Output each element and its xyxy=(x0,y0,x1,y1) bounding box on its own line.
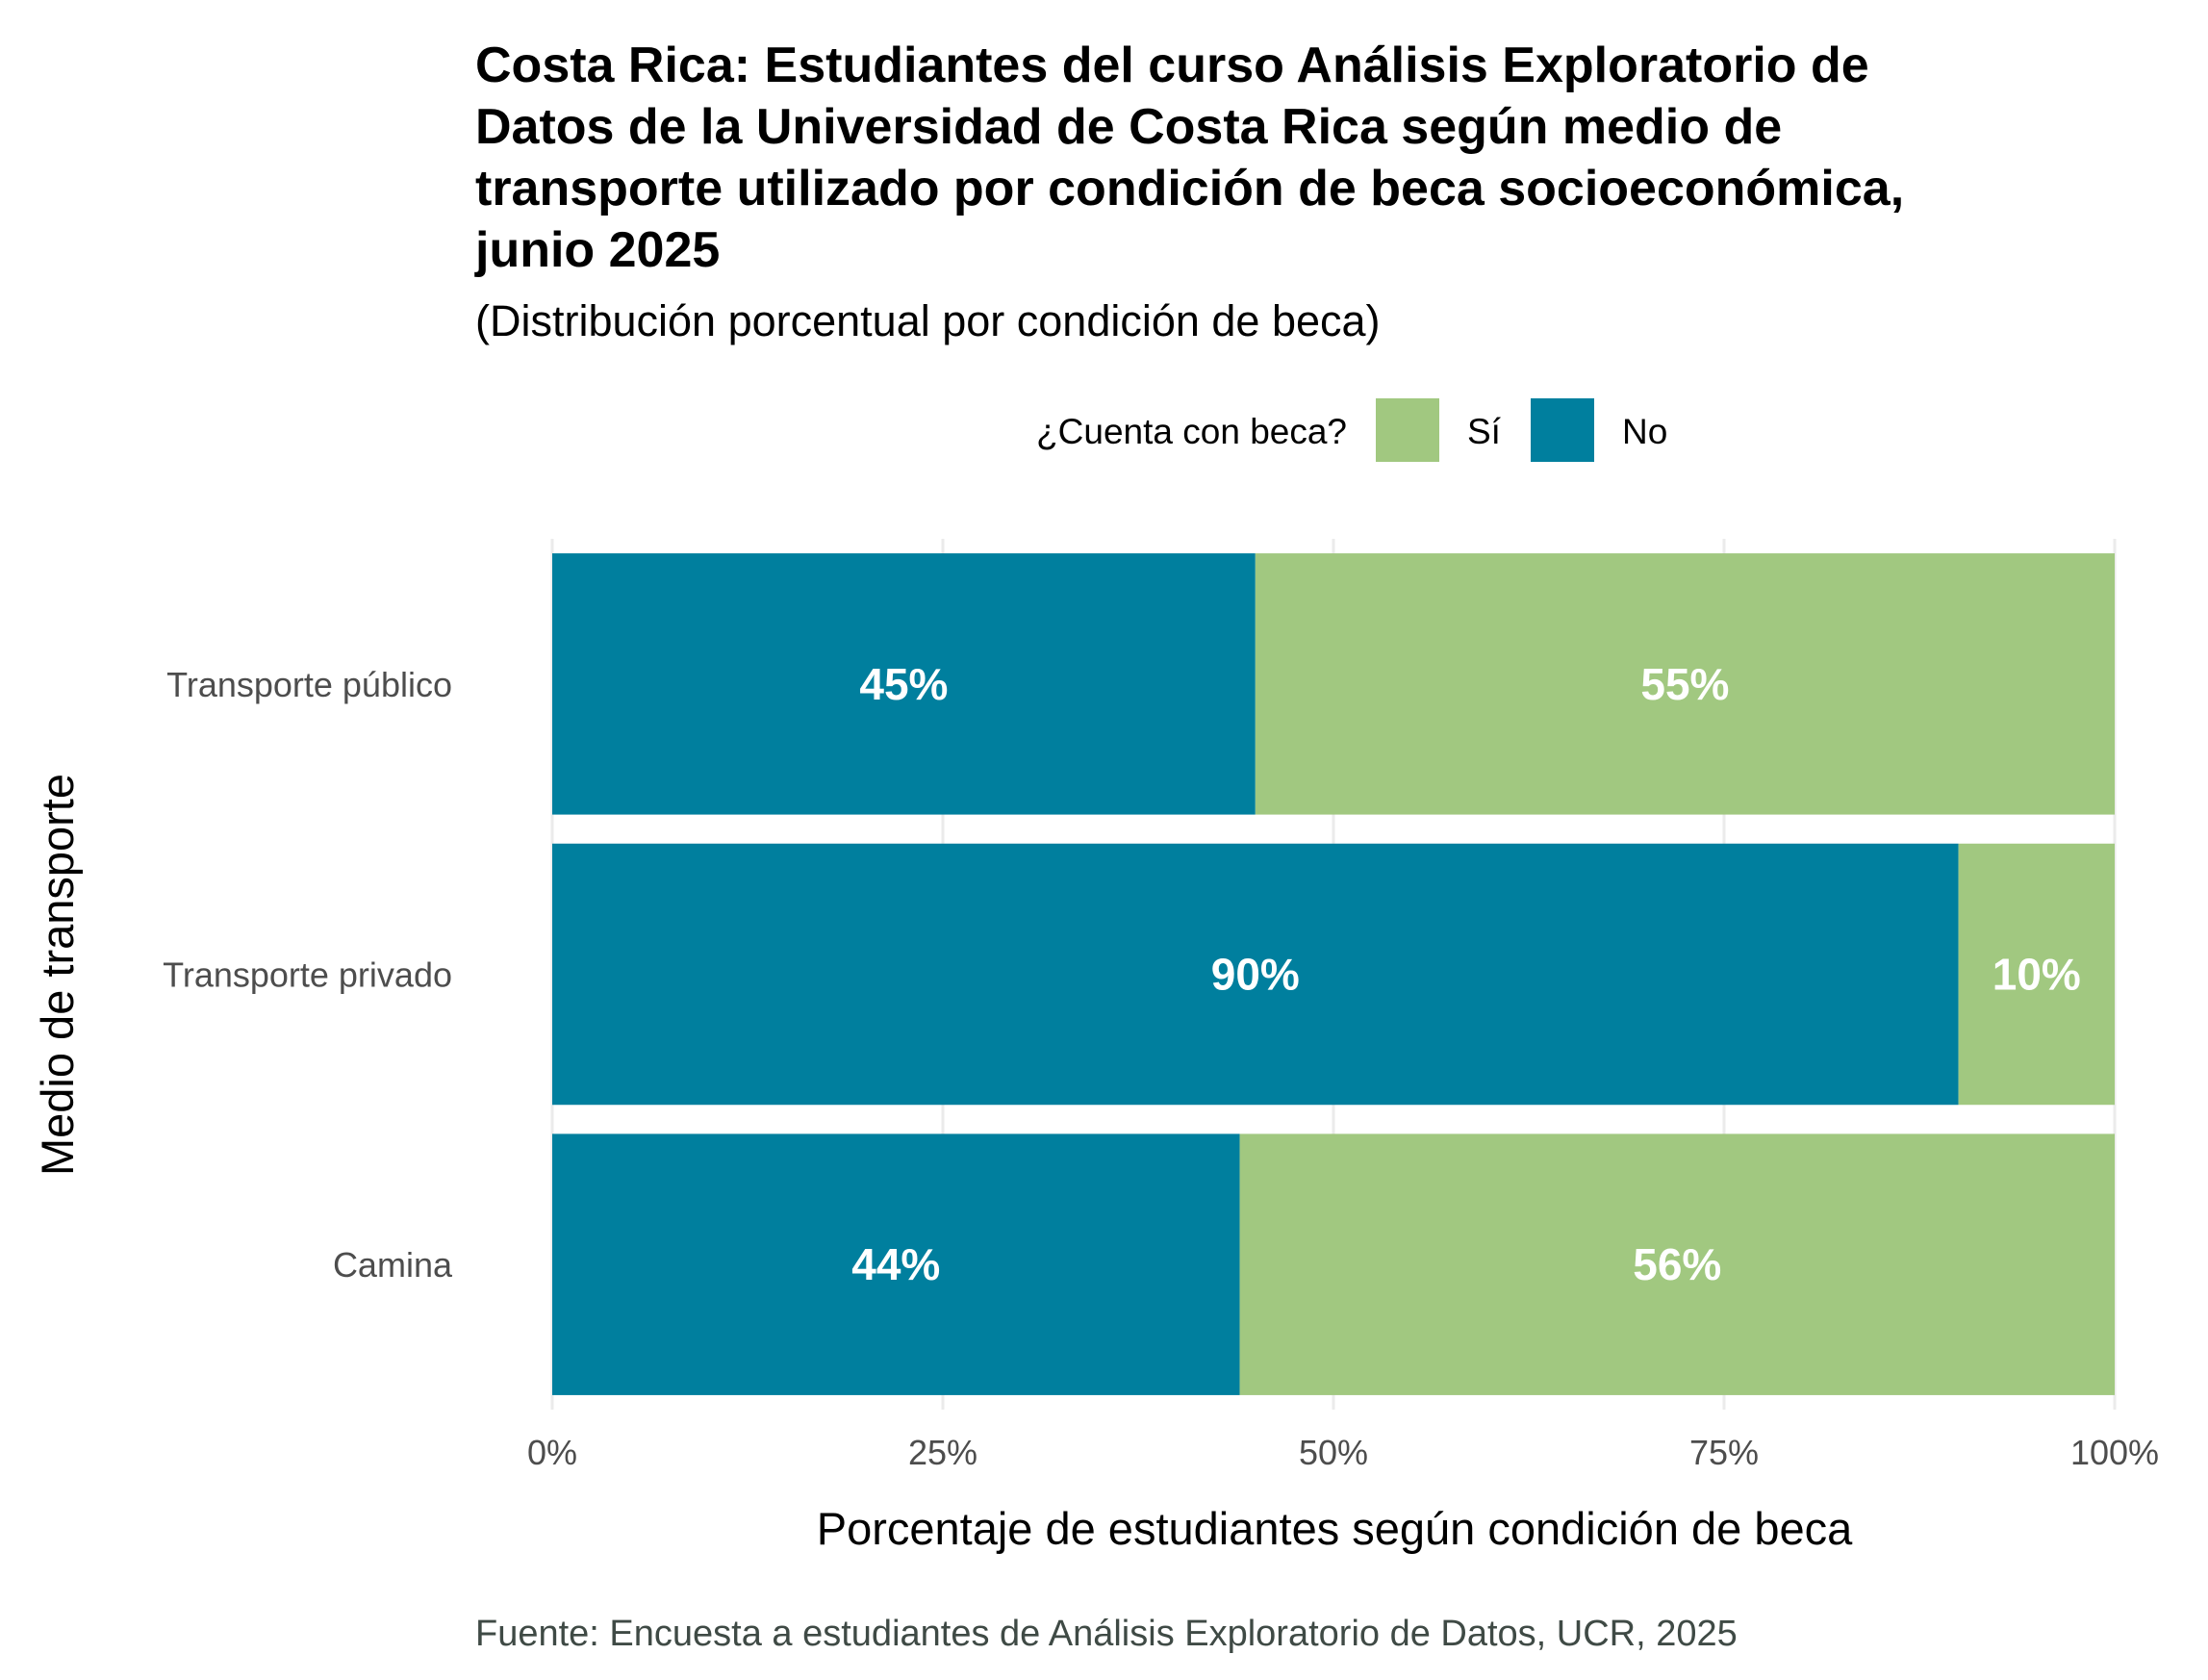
x-tick-label-2: 50% xyxy=(1299,1433,1368,1472)
legend-key-no xyxy=(1531,398,1594,462)
bar-label-camina-si: 56% xyxy=(1633,1239,1721,1289)
bar-transporte-privado-no xyxy=(552,843,1959,1106)
y-axis-tick-labels: Transporte público Transporte privado Cami… xyxy=(163,665,453,1285)
chart-subtitle: (Distribución porcentual por condición d… xyxy=(475,296,1381,345)
bar-transporte-publico-si xyxy=(1255,553,2115,815)
chart-caption: Fuente: Encuesta a estudiantes de Anális… xyxy=(475,1614,1738,1654)
y-axis-title: Medio de transporte xyxy=(32,774,83,1176)
bar-transporte-privado-si xyxy=(1958,843,2115,1106)
legend-label-si: Sí xyxy=(1467,412,1502,451)
title-line-4: junio 2025 xyxy=(474,222,720,278)
title-line-3: transporte utilizado por condición de be… xyxy=(475,161,1904,216)
y-tick-label-transporte-privado: Transporte privado xyxy=(163,955,452,995)
bar-label-transporte-publico-si: 55% xyxy=(1640,659,1729,709)
y-tick-label-camina: Camina xyxy=(333,1245,453,1285)
chart-title: Costa Rica: Estudiantes del curso Anális… xyxy=(474,38,1904,278)
bars xyxy=(552,553,2115,1395)
bar-labels: 45% 55% 90% 10% 44% 56% xyxy=(851,659,2081,1289)
legend-label-no: No xyxy=(1622,412,1667,451)
x-axis-tick-labels: 0% 25% 50% 75% 100% xyxy=(527,1433,2159,1472)
legend-title: ¿Cuenta con beca? xyxy=(1036,412,1347,451)
x-tick-label-1: 25% xyxy=(908,1433,977,1472)
y-tick-label-transporte-publico: Transporte público xyxy=(166,665,452,704)
x-tick-label-4: 100% xyxy=(2070,1433,2159,1472)
legend: ¿Cuenta con beca? Sí No xyxy=(1036,398,1667,462)
x-tick-label-0: 0% xyxy=(527,1433,577,1472)
title-line-1: Costa Rica: Estudiantes del curso Anális… xyxy=(475,38,1869,93)
x-tick-label-3: 75% xyxy=(1689,1433,1759,1472)
bar-label-transporte-privado-si: 10% xyxy=(1992,950,2081,1000)
bar-label-transporte-privado-no: 90% xyxy=(1211,950,1300,1000)
title-line-2: Datos de la Universidad de Costa Rica se… xyxy=(475,99,1782,155)
bar-label-camina-no: 44% xyxy=(851,1239,940,1289)
bar-camina-si xyxy=(1239,1133,2115,1395)
bar-camina-no xyxy=(552,1133,1240,1395)
bar-transporte-publico-no xyxy=(552,553,1256,815)
legend-key-si xyxy=(1376,398,1439,462)
bar-label-transporte-publico-no: 45% xyxy=(859,659,948,709)
x-axis-title: Porcentaje de estudiantes según condició… xyxy=(817,1503,1853,1554)
